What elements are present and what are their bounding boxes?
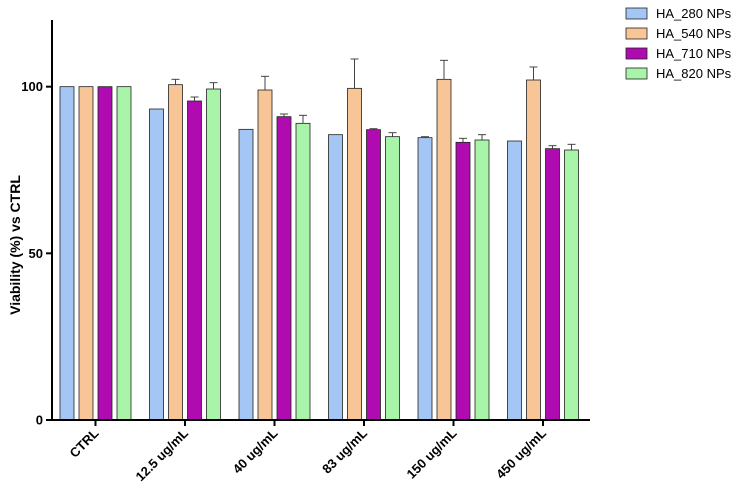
bar-ha-540-nps-1 bbox=[168, 84, 183, 421]
legend-label: HA_540 NPs bbox=[656, 26, 732, 41]
legend-swatch bbox=[625, 47, 648, 60]
bar-ha-280-nps-1 bbox=[149, 108, 164, 421]
bar-ha-540-nps-4 bbox=[436, 78, 452, 421]
legend-label: HA_710 NPs bbox=[656, 46, 732, 61]
bar-ha-710-nps-1 bbox=[187, 100, 202, 421]
bar-ha-820-nps-0 bbox=[116, 86, 132, 421]
x-tick-label: 150 ug/mL bbox=[404, 425, 460, 481]
x-tick-label: 450 ug/mL bbox=[493, 425, 549, 481]
bar-ha-540-nps-2 bbox=[257, 89, 273, 421]
bar-ha-820-nps-5 bbox=[564, 149, 579, 421]
bar-ha-820-nps-1 bbox=[206, 88, 221, 421]
bar-ha-710-nps-2 bbox=[276, 116, 292, 421]
x-tick-label: 83 ug/mL bbox=[319, 425, 370, 476]
legend: HA_280 NPs HA_540 NPs HA_710 NPs HA_820 NPs bbox=[625, 6, 732, 81]
x-tick-label: 12.5 ug/mL bbox=[132, 425, 191, 484]
y-axis-label: Viability (%) vs CTRL bbox=[7, 175, 23, 315]
legend-label: HA_280 NPs bbox=[656, 6, 732, 21]
bar-ha-280-nps-3 bbox=[328, 134, 343, 421]
bar-ha-540-nps-5 bbox=[526, 79, 541, 421]
legend-label: HA_820 NPs bbox=[656, 66, 732, 81]
error-bars-layer bbox=[171, 58, 576, 150]
y-tick-label: 0 bbox=[36, 413, 43, 428]
bar-ha-540-nps-0 bbox=[78, 86, 94, 421]
legend-swatch bbox=[625, 27, 648, 40]
bar-ha-710-nps-5 bbox=[545, 148, 560, 421]
bar-ha-280-nps-4 bbox=[417, 137, 433, 421]
bar-ha-280-nps-2 bbox=[238, 128, 254, 421]
bar-ha-820-nps-2 bbox=[295, 122, 311, 421]
y-ticks: 0 50 100 bbox=[21, 79, 52, 428]
legend-swatch bbox=[625, 7, 648, 20]
bar-ha-540-nps-3 bbox=[347, 87, 362, 421]
bars-layer bbox=[59, 78, 579, 421]
bar-ha-710-nps-3 bbox=[366, 129, 381, 421]
y-tick-label: 100 bbox=[21, 79, 43, 94]
y-tick-label: 50 bbox=[29, 246, 43, 261]
bar-ha-280-nps-5 bbox=[507, 140, 522, 421]
bar-ha-820-nps-3 bbox=[385, 136, 400, 421]
x-tick-labels: CTRL 12.5 ug/mL 40 ug/mL 83 ug/mL 150 ug/mL 4… bbox=[66, 420, 549, 484]
bar-ha-710-nps-4 bbox=[455, 141, 471, 421]
bar-ha-280-nps-0 bbox=[59, 86, 75, 421]
bar-ha-710-nps-0 bbox=[97, 86, 113, 421]
bar-ha-820-nps-4 bbox=[474, 139, 490, 421]
legend-swatch bbox=[625, 67, 648, 80]
x-tick-label: 40 ug/mL bbox=[230, 425, 281, 476]
x-tick-label: CTRL bbox=[66, 425, 101, 460]
